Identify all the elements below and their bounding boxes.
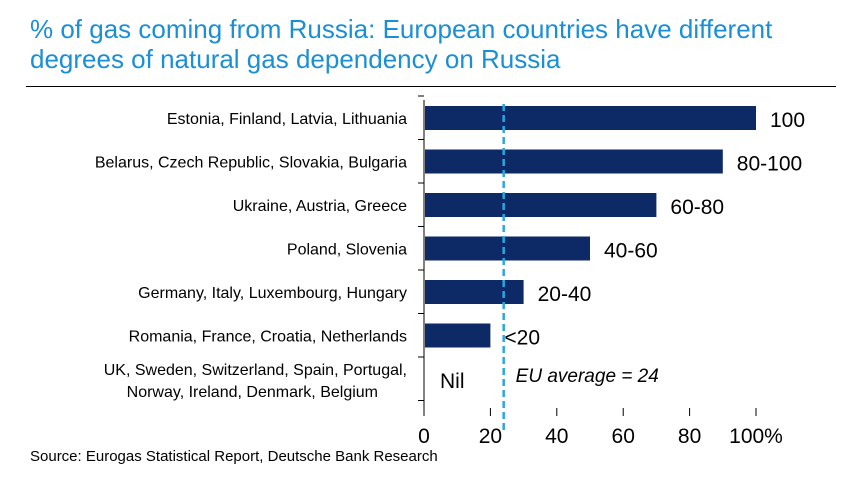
bar: [425, 149, 723, 174]
title-divider: [26, 86, 836, 87]
data-label: 40-60: [604, 240, 658, 263]
bar: [425, 193, 657, 217]
category-label: Poland, Slovenia: [287, 242, 407, 259]
category-label: Estonia, Finland, Latvia, Lithuania: [167, 111, 407, 128]
x-tick-label: 20: [479, 425, 502, 448]
x-tick-label: 40: [545, 425, 568, 448]
data-label: 60-80: [670, 196, 724, 219]
bar: [425, 106, 756, 130]
chart-source: Source: Eurogas Statistical Report, Deut…: [30, 448, 438, 465]
data-label: Nil: [440, 370, 465, 393]
x-tick-label: 100%: [729, 425, 783, 448]
data-label: 100: [770, 109, 805, 132]
data-label: 20-40: [538, 283, 592, 306]
chart-title: % of gas coming from Russia: European co…: [30, 14, 773, 74]
data-label: 80-100: [737, 153, 802, 176]
category-label: Belarus, Czech Republic, Slovakia, Bulga…: [95, 155, 407, 172]
bar: [425, 323, 491, 348]
category-label-line: Norway, Ireland, Denmark, Belgium: [127, 384, 378, 401]
category-label: Germany, Italy, Luxembourg, Hungary: [138, 285, 407, 302]
x-tick-label: 0: [418, 425, 430, 448]
x-tick-label: 80: [678, 425, 701, 448]
data-label: <20: [504, 327, 540, 350]
x-tick-label: 60: [612, 425, 635, 448]
category-label: Ukraine, Austria, Greece: [233, 198, 407, 215]
eu-average-label: EU average = 24: [516, 366, 659, 387]
bar: [425, 280, 524, 304]
category-label: Romania, France, Croatia, Netherlands: [129, 329, 407, 346]
category-label-line: UK, Sweden, Switzerland, Spain, Portugal…: [104, 362, 407, 379]
bar: [425, 236, 590, 261]
